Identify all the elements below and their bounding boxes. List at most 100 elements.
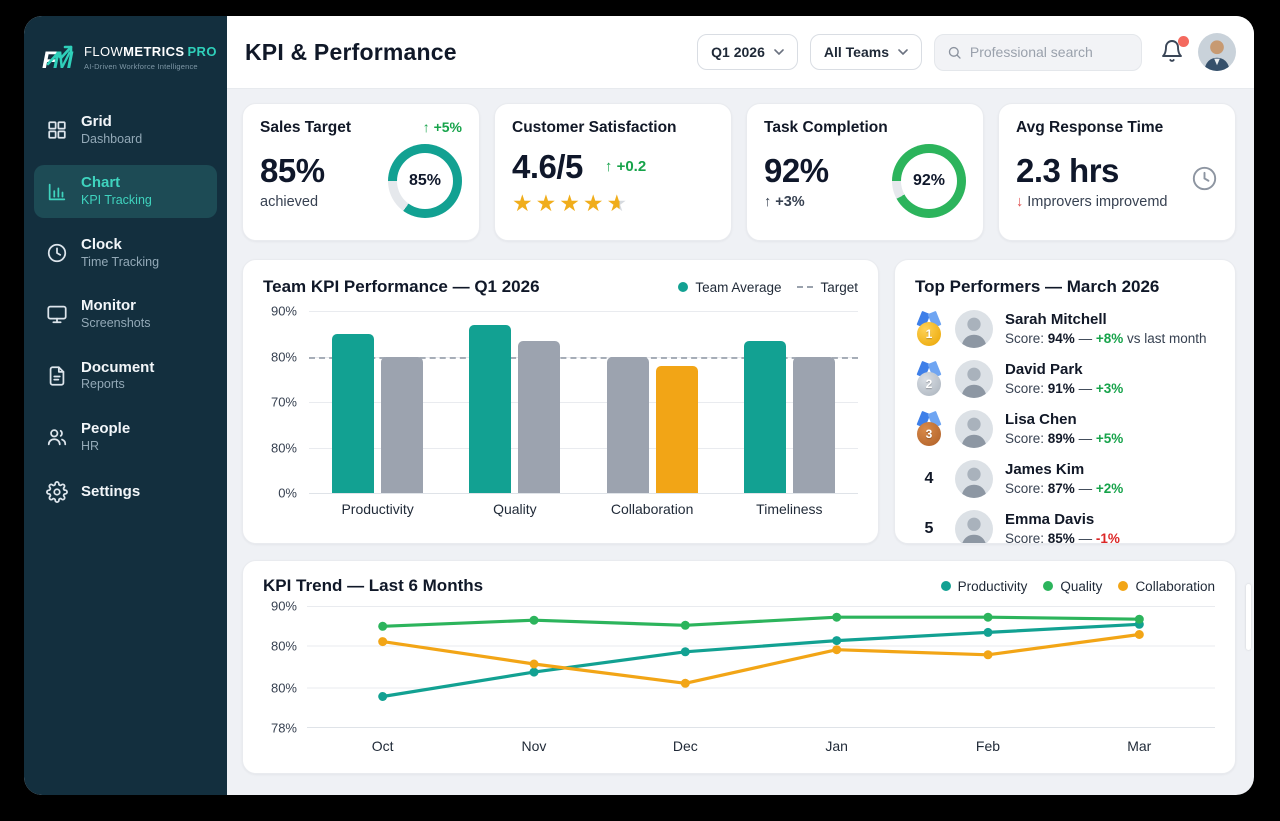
trend-chart-title: KPI Trend — Last 6 Months — [263, 576, 484, 595]
bar-gray — [381, 357, 424, 493]
clock-icon — [46, 242, 68, 264]
performer-score: Score: 89% — +5% — [1005, 430, 1124, 446]
target-line — [309, 357, 858, 359]
performer-score: Score: 94% — +8% vs last month — [1005, 330, 1207, 346]
y-tick-label: 78% — [270, 720, 297, 736]
gear-icon — [46, 481, 68, 504]
sidebar-item-people[interactable]: People HR — [34, 411, 217, 463]
gridline — [309, 493, 858, 494]
y-tick-label: 90% — [270, 303, 297, 319]
performer-row-emma-davis[interactable]: 5 Emma Davis Score: 85% — -1% — [915, 508, 1215, 544]
search-box[interactable] — [934, 33, 1142, 71]
gridline — [309, 447, 858, 449]
green-dot-icon — [1043, 581, 1054, 591]
gridline — [309, 402, 858, 403]
y-tick-label: 90% — [270, 598, 297, 614]
kpi-value: 2.3 hrs — [1016, 152, 1119, 189]
dashed-line-icon — [797, 286, 814, 288]
sidebar-item-document[interactable]: Document Reports — [34, 350, 217, 402]
bronze-medal-icon: 3 — [916, 412, 942, 446]
donut-label: 85% — [397, 153, 453, 209]
star-icon: ★ — [559, 189, 583, 216]
user-avatar[interactable] — [1198, 33, 1236, 71]
main-area: KPI & Performance Q1 2026 All Teams — [227, 16, 1254, 795]
bar-group-productivity — [309, 311, 446, 493]
kpi-value: 92% — [764, 152, 829, 189]
x-tick-label: Nov — [521, 738, 547, 754]
bar-teal — [743, 341, 786, 493]
silver-medal-icon: 2 — [916, 362, 942, 396]
performer-row-david-park[interactable]: 2 David Park Score: 91% — +3% — [915, 358, 1215, 400]
x-tick-label: Jan — [825, 738, 848, 754]
x-tick-label: Feb — [975, 738, 1001, 754]
kpi-delta: ↑ +3% — [764, 194, 805, 210]
avatar — [955, 360, 993, 398]
bar-group-quality — [446, 311, 583, 493]
teal-dot-icon — [678, 282, 689, 292]
bar-teal — [332, 334, 375, 493]
avatar — [955, 310, 993, 348]
team-kpi-chart-card: Team KPI Performance — Q1 2026 Team Aver… — [242, 259, 879, 544]
star-rating: ★★★★★ — [512, 189, 646, 216]
page-title: KPI & Performance — [245, 38, 457, 65]
period-select[interactable]: Q1 2026 — [697, 34, 798, 70]
kpi-delta: ↑ +0.2 — [604, 158, 647, 175]
flowmetrics-logo-icon: F M — [42, 45, 74, 74]
orange-dot-icon — [1118, 581, 1129, 591]
period-select-value: Q1 2026 — [711, 44, 765, 60]
gridline — [309, 311, 858, 312]
half-star-icon: ★ — [606, 189, 631, 216]
x-tick-label: Collaboration — [610, 501, 694, 517]
avatar — [955, 510, 993, 543]
performer-name: Sarah Mitchell — [1005, 311, 1107, 329]
top-performers-list: 1 Sarah Mitchell Score: 94% — +8% vs las… — [915, 308, 1215, 544]
y-tick-label: 80% — [270, 638, 297, 654]
kpi-delta: ↑ +5% — [422, 119, 462, 135]
sidebar-item-clock[interactable]: Clock Time Tracking — [34, 227, 217, 279]
sidebar-item-settings[interactable]: Settings — [34, 472, 217, 512]
x-tick-label: Quality — [493, 501, 537, 517]
bell-icon — [1162, 40, 1182, 62]
dashboard-content: Sales Target ↑ +5% 85% achieved 85% Cust… — [227, 89, 1254, 795]
star-icon: ★ — [512, 189, 536, 216]
trend-lines-svg — [307, 606, 1215, 728]
legend-productivity: Productivity — [940, 579, 1027, 594]
team-select[interactable]: All Teams — [809, 34, 922, 70]
scrollbar-thumb[interactable] — [1246, 584, 1251, 650]
performer-row-james-kim[interactable]: 4 James Kim Score: 87% — +2% — [915, 458, 1215, 500]
sidebar-item-chart[interactable]: Chart KPI Tracking — [34, 165, 217, 218]
performer-score: Score: 85% — -1% — [1005, 530, 1120, 544]
donut-label: 92% — [901, 153, 957, 209]
search-icon — [948, 46, 961, 59]
legend-team-average: Team Average — [678, 280, 781, 295]
legend-target: Target — [797, 280, 858, 295]
sidebar-item-grid[interactable]: Grid Dashboard — [34, 104, 217, 156]
document-icon — [46, 365, 68, 387]
y-tick-label: 0% — [278, 485, 297, 501]
sidebar-item-monitor[interactable]: Monitor Screenshots — [34, 288, 217, 340]
brand-logo: F M FLOWMETRICS PRO AI-Driven Workforce I… — [34, 40, 217, 74]
bar-orange — [655, 366, 698, 493]
x-tick-label: Mar — [1127, 738, 1152, 754]
x-tick-label: Oct — [371, 738, 394, 754]
bar-gray — [606, 357, 649, 493]
team-select-value: All Teams — [823, 44, 889, 60]
notification-badge — [1178, 36, 1189, 47]
top-performers-title: Top Performers — March 2026 — [915, 277, 1160, 296]
legend-quality: Quality — [1043, 579, 1102, 594]
trend-chart-x-axis: Oct Nov Dec Jan Feb Mar — [307, 738, 1215, 754]
notifications-button[interactable] — [1160, 36, 1189, 65]
y-tick-label: 70% — [270, 394, 297, 410]
bar-gray — [792, 357, 835, 493]
legend-collaboration: Collaboration — [1118, 579, 1215, 594]
avatar — [955, 460, 993, 498]
teal-dot-icon — [940, 581, 951, 591]
bar-group-collaboration — [584, 311, 721, 493]
sidebar: F M FLOWMETRICS PRO AI-Driven Workforce I… — [24, 16, 227, 795]
kpi-title: Customer Satisfaction — [512, 119, 677, 136]
search-input[interactable] — [969, 44, 1129, 60]
rank-number: 5 — [924, 520, 934, 537]
performer-row-lisa-chen[interactable]: 3 Lisa Chen Score: 89% — +5% — [915, 408, 1215, 450]
performer-row-sarah-mitchell[interactable]: 1 Sarah Mitchell Score: 94% — +8% vs las… — [915, 308, 1215, 350]
avatar — [955, 410, 993, 448]
